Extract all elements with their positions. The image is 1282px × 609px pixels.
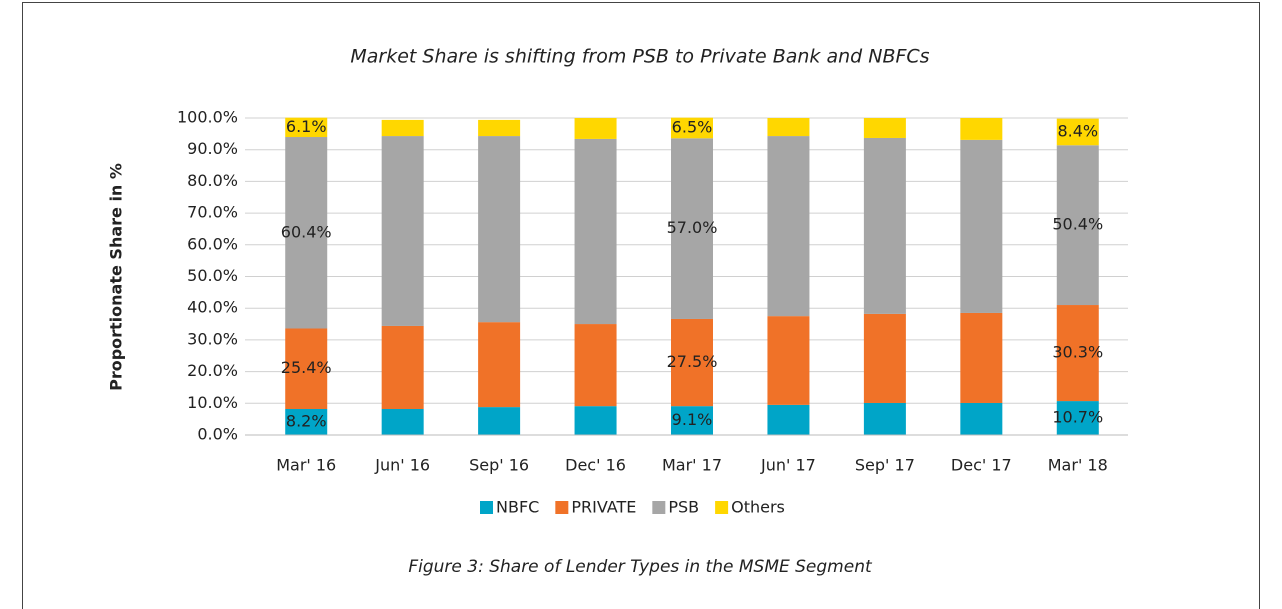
data-label: 27.5% xyxy=(667,352,718,371)
y-tick-label: 60.0% xyxy=(187,234,238,253)
bar-segment xyxy=(1056,118,1099,146)
frame xyxy=(22,2,1260,609)
bar-segment xyxy=(285,328,328,410)
bar-segment xyxy=(863,118,906,138)
x-tick-label: Sep' 17 xyxy=(855,456,915,475)
bar-segment xyxy=(381,325,424,410)
data-label: 8.2% xyxy=(286,412,327,431)
bar-segment xyxy=(285,117,328,138)
bar-segment xyxy=(767,316,810,405)
y-tick-label: 90.0% xyxy=(187,139,238,158)
bar-segment xyxy=(478,407,521,435)
bar-segment xyxy=(960,312,1003,403)
caption: Figure 3: Share of Lender Types in the M… xyxy=(408,557,873,577)
bar-segment xyxy=(285,137,328,329)
y-tick-label: 20.0% xyxy=(187,361,238,380)
data-label: 57.0% xyxy=(667,218,718,237)
data-label: 10.7% xyxy=(1052,408,1103,427)
data-label: 9.1% xyxy=(672,410,713,429)
bar-segment xyxy=(767,404,810,435)
bar-segment xyxy=(960,139,1003,313)
data-label: 6.5% xyxy=(672,117,713,136)
bar-segment xyxy=(863,137,906,314)
bar-segment xyxy=(478,322,521,408)
bar-segment xyxy=(671,117,713,139)
y-tick-label: 80.0% xyxy=(187,171,238,190)
bar-segment xyxy=(671,406,713,435)
bar-segment xyxy=(767,118,810,137)
bar-segment xyxy=(381,136,424,326)
bar-segment xyxy=(574,406,617,435)
bar-segment xyxy=(574,118,617,139)
legend-swatch xyxy=(652,501,666,514)
y-tick-label: 30.0% xyxy=(187,329,238,348)
bar-segment xyxy=(574,138,617,325)
bar-segment xyxy=(285,409,328,435)
legend-label: Others xyxy=(731,498,785,517)
bar-segment xyxy=(863,402,906,435)
bar-segment xyxy=(960,118,1003,140)
bar-segment xyxy=(767,136,810,317)
data-label: 25.4% xyxy=(281,358,332,377)
x-tick-label: Mar' 17 xyxy=(662,456,722,475)
y-tick-label: 10.0% xyxy=(187,393,238,412)
y-tick-label: 40.0% xyxy=(187,298,238,317)
legend-swatch xyxy=(715,501,729,514)
data-label: 60.4% xyxy=(281,222,332,241)
y-tick-label: 0.0% xyxy=(197,425,238,444)
legend-swatch xyxy=(480,501,493,514)
x-tick-label: Sep' 16 xyxy=(469,456,529,475)
data-label: 8.4% xyxy=(1057,121,1098,140)
bar-segment xyxy=(1056,305,1099,402)
bar-segment xyxy=(671,318,713,407)
chart-title: Market Share is shifting from PSB to Pri… xyxy=(350,46,929,68)
x-tick-label: Jun' 16 xyxy=(374,456,430,475)
bar-segment xyxy=(574,324,617,407)
bar-segment xyxy=(1056,401,1099,435)
legend-label: PSB xyxy=(668,498,699,517)
bar-segment xyxy=(960,402,1003,435)
data-label: 6.1% xyxy=(286,117,327,136)
data-label: 30.3% xyxy=(1052,343,1103,362)
data-label: 50.4% xyxy=(1052,215,1103,234)
y-tick-label: 100.0% xyxy=(177,108,238,127)
x-tick-label: Jun' 17 xyxy=(760,456,816,475)
bar-segment xyxy=(381,409,424,435)
x-tick-label: Mar' 18 xyxy=(1048,456,1108,475)
legend-label: NBFC xyxy=(496,498,539,517)
bar-segment xyxy=(478,136,521,323)
bar-segment xyxy=(1056,145,1099,306)
bar-segment xyxy=(671,138,713,319)
bar-segment xyxy=(863,313,906,403)
x-tick-label: Dec' 17 xyxy=(951,456,1012,475)
y-tick-label: 50.0% xyxy=(187,266,238,285)
bar-segment xyxy=(478,119,521,137)
x-tick-label: Mar' 16 xyxy=(276,456,336,475)
y-axis-label: Proportionate Share in % xyxy=(107,163,126,391)
x-tick-label: Dec' 16 xyxy=(565,456,626,475)
legend-label: PRIVATE xyxy=(571,498,636,517)
y-tick-label: 70.0% xyxy=(187,203,238,222)
bar-segment xyxy=(381,119,424,137)
legend-swatch xyxy=(555,501,569,514)
